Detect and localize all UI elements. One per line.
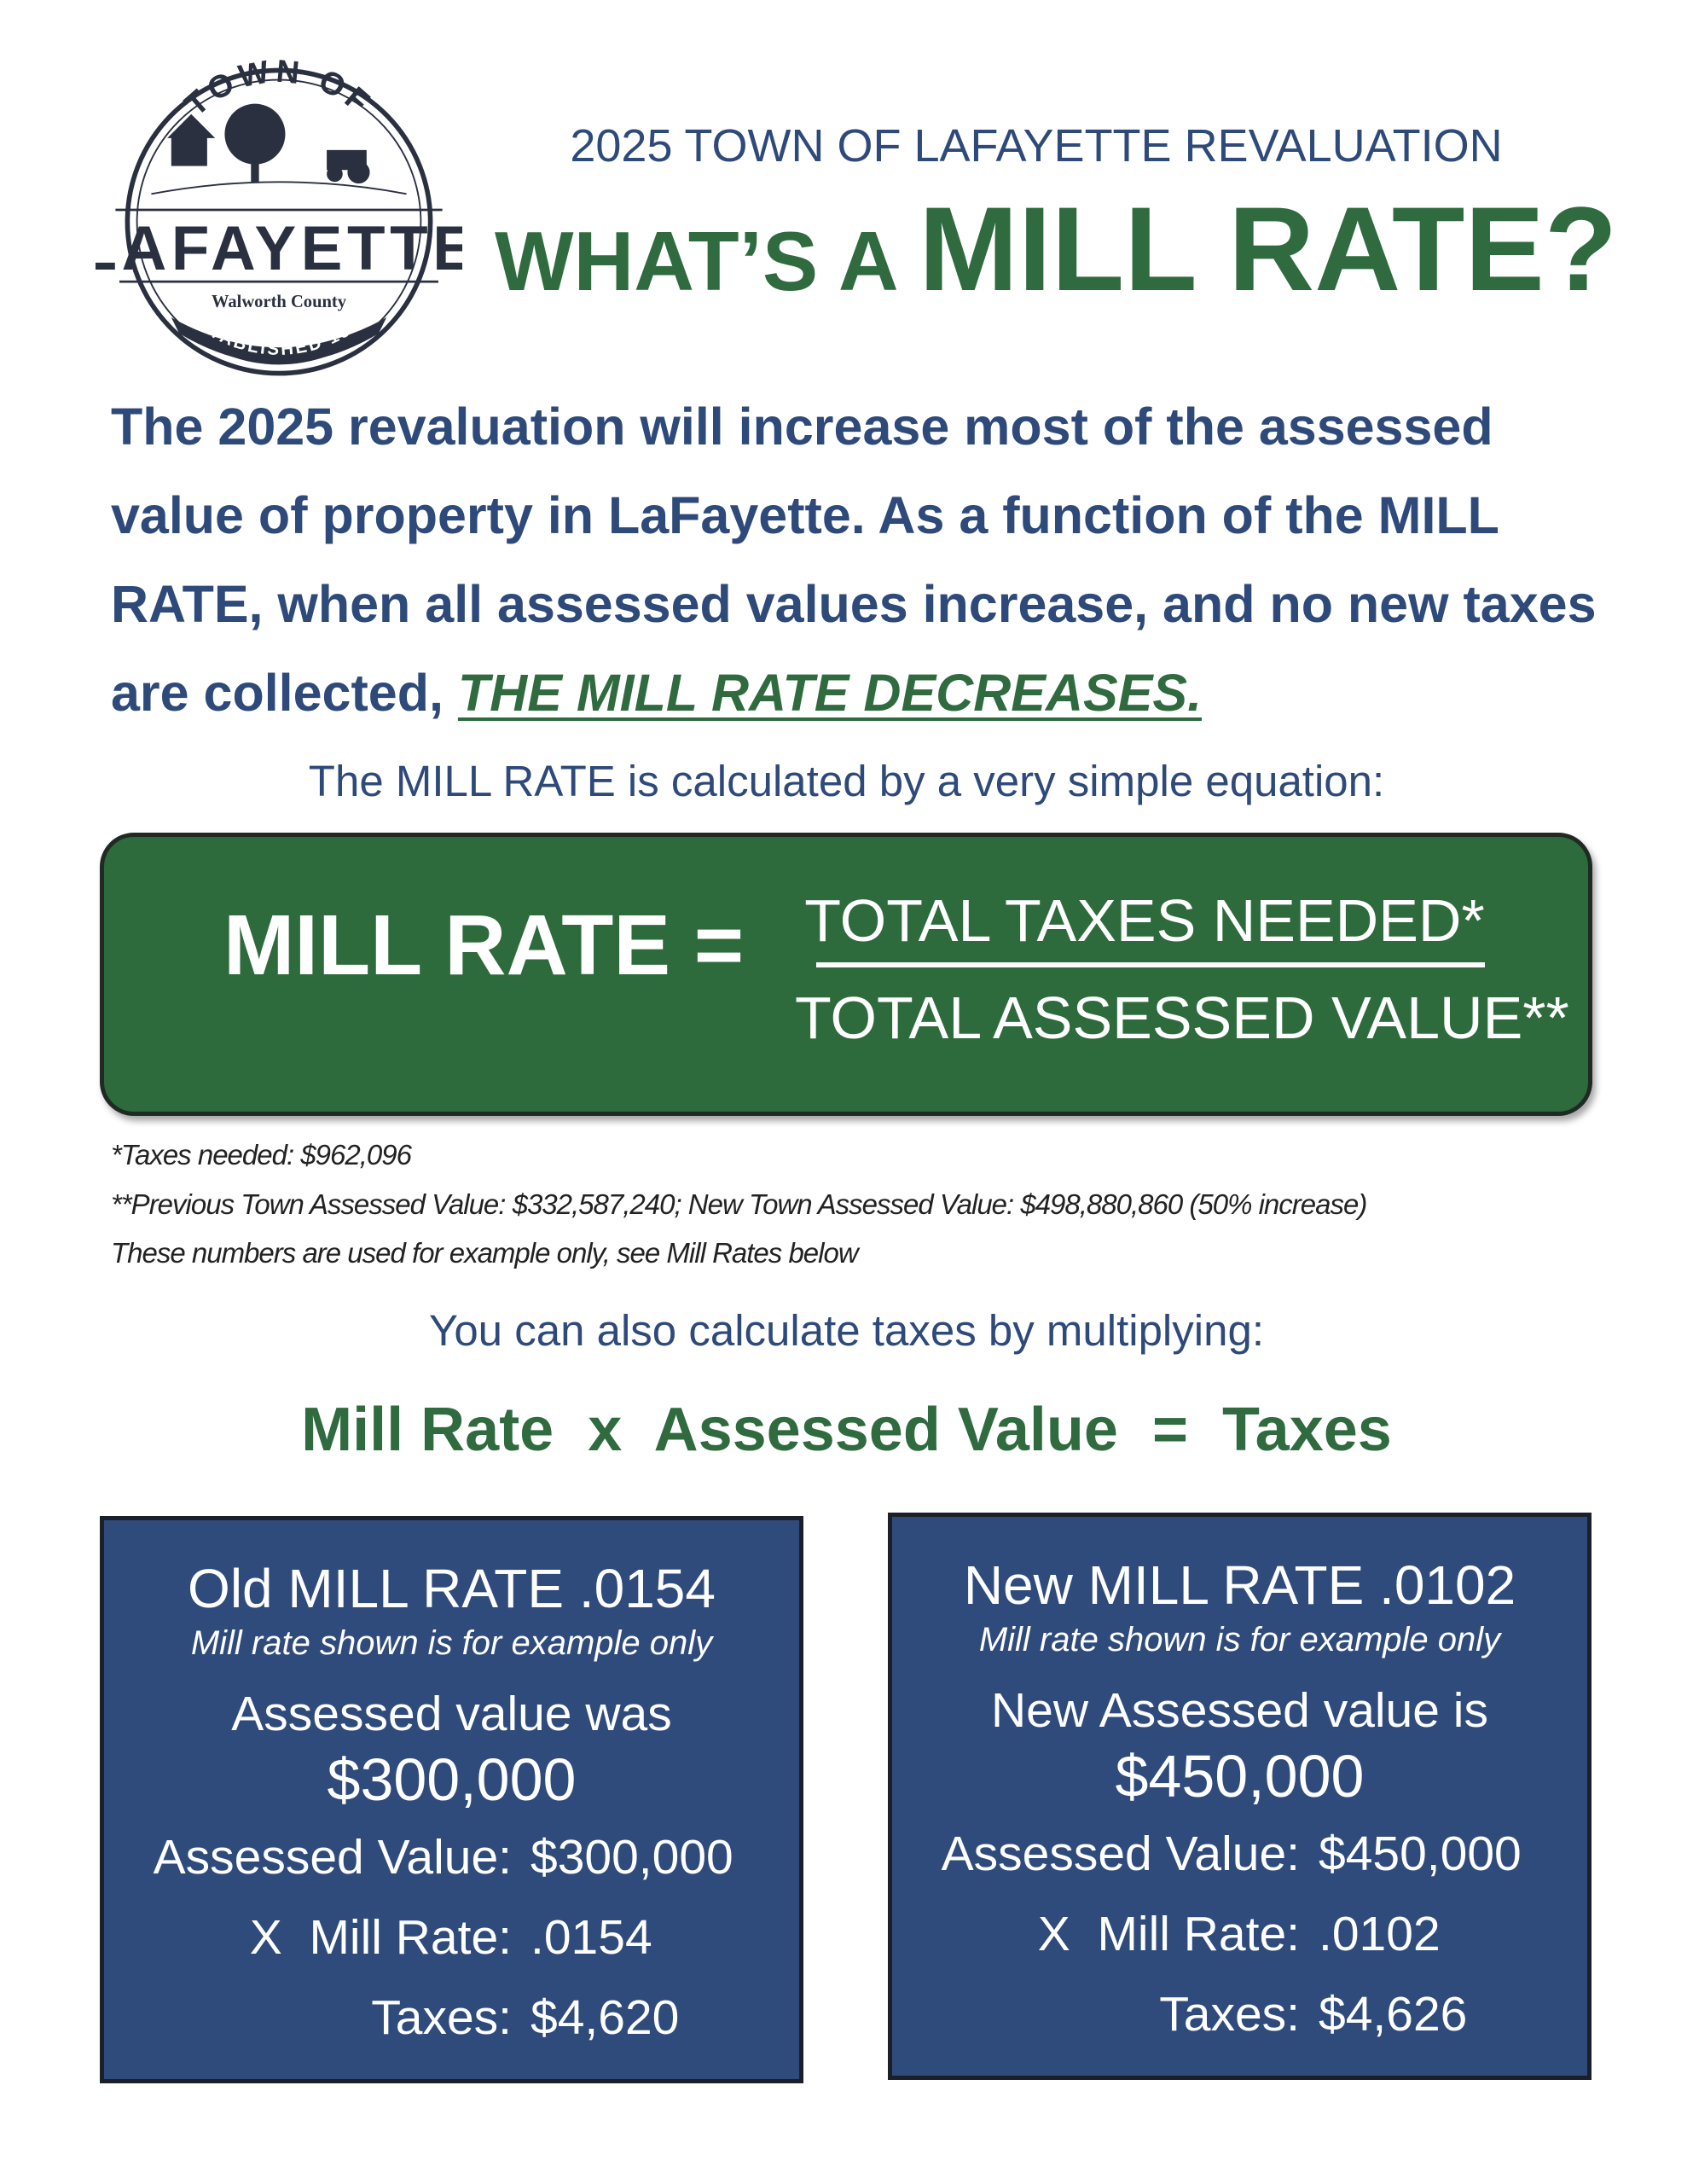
row-value: $4,620: [531, 1990, 680, 2045]
box-line: Assessed value was: [231, 1687, 672, 1741]
row-label: X Mill Rate:: [1037, 1907, 1300, 1961]
row-label: Assessed Value:: [153, 1830, 512, 1885]
calc-rows: Assessed Value: $450,000 X Mill Rate: .010…: [892, 1814, 1587, 2054]
town-logo: TOWN OF LAFAYETTE Walworth County ESTABL…: [96, 58, 462, 376]
calc-intro: The MILL RATE is calculated by a very si…: [308, 757, 1385, 805]
equation-denominator: TOTAL ASSESSED VALUE**: [795, 985, 1569, 1051]
intro-text: The 2025 revaluation will increase most …: [111, 398, 1597, 722]
subtitle: 2025 TOWN OF LAFAYETTE REVALUATION: [570, 120, 1503, 171]
tax-formula: Mill Rate x Assessed Value = Taxes: [301, 1396, 1392, 1464]
intro-emphasis: THE MILL RATE DECREASES.: [457, 664, 1203, 722]
footnote-example: These numbers are used for example only,…: [111, 1237, 859, 1269]
svg-text:Walworth County: Walworth County: [212, 293, 347, 311]
svg-text:ESTABLISHED 1843: ESTABLISHED 1843: [96, 58, 365, 359]
equation-box: MILL RATE = TOTAL TAXES NEEDED* TOTAL AS…: [100, 833, 1592, 1116]
row-value: .0154: [531, 1910, 652, 1965]
multiply-intro: You can also calculate taxes by multiply…: [428, 1306, 1264, 1355]
page-title: WHAT’S A MILL RATE?: [495, 189, 1617, 309]
row-label: Assessed Value:: [941, 1827, 1300, 1881]
row-value: $300,000: [531, 1830, 733, 1885]
equation-numerator: TOTAL TAXES NEEDED*: [804, 887, 1485, 954]
svg-text:LAFAYETTE: LAFAYETTE: [96, 214, 462, 283]
box-line: New Assessed value is: [991, 1683, 1488, 1738]
intro-paragraph: The 2025 revaluation will increase most …: [111, 382, 1612, 737]
box-note: Mill rate shown is for example only: [190, 1624, 713, 1662]
new-mill-rate-box: New MILL RATE .0102 Mill rate shown is f…: [888, 1513, 1592, 2080]
row-label: Taxes:: [1159, 1987, 1300, 2042]
row-label: X Mill Rate:: [249, 1910, 512, 1965]
footnote-taxes: *Taxes needed: $962,096: [111, 1139, 412, 1170]
row-value: $450,000: [1319, 1827, 1522, 1881]
row-value: $4,626: [1319, 1987, 1468, 2042]
box-heading: Old MILL RATE .0154: [188, 1558, 716, 1619]
box-amount: $300,000: [327, 1746, 577, 1813]
calc-rows: Assessed Value: $300,000 X Mill Rate: .015…: [104, 1817, 799, 2058]
box-heading: New MILL RATE .0102: [963, 1554, 1516, 1616]
row-label: Taxes:: [371, 1990, 512, 2045]
title-part-1: WHAT’S A: [495, 214, 919, 308]
title-part-2: MILL RATE?: [919, 182, 1618, 316]
footnote-assessed: **Previous Town Assessed Value: $332,587…: [111, 1188, 1367, 1220]
box-amount: $450,000: [1115, 1743, 1365, 1809]
row-value: .0102: [1319, 1907, 1441, 1961]
equation-left: MILL RATE =: [223, 897, 745, 993]
old-mill-rate-box: Old MILL RATE .0154 Mill rate shown is f…: [100, 1516, 803, 2083]
box-note: Mill rate shown is for example only: [978, 1621, 1501, 1658]
fraction-bar: [816, 962, 1485, 967]
